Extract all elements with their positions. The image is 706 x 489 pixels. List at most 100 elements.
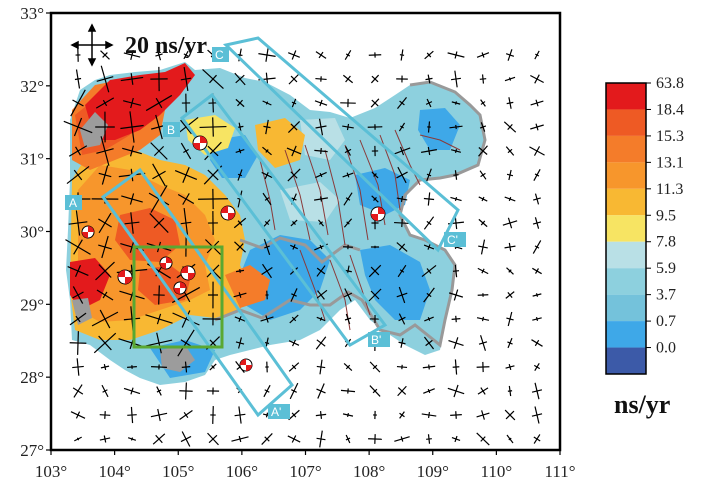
- colorbar-label: 0.7: [656, 313, 676, 330]
- strain-cross: [260, 315, 274, 323]
- strain-cross: [233, 292, 247, 298]
- strain-cross: [145, 94, 173, 112]
- strain-cross: [314, 99, 328, 107]
- strain-cross: [505, 291, 515, 299]
- strain-cross: [151, 364, 167, 370]
- strain-cross: [316, 265, 326, 277]
- strain-cross: [532, 217, 542, 229]
- beachball: [173, 281, 187, 295]
- beachball: [239, 358, 253, 372]
- strain-cross: [504, 76, 516, 82]
- strain-cross: [532, 317, 542, 321]
- colorbar-label: 13.1: [656, 154, 684, 171]
- max-strain-zone: [85, 63, 195, 140]
- strain-cross: [96, 136, 114, 166]
- beachball: [81, 225, 95, 239]
- strain-cross: [451, 315, 461, 323]
- strain-cross: [505, 146, 515, 156]
- strain-cross: [315, 411, 327, 419]
- strain-cross: [98, 165, 112, 185]
- strain-cross: [291, 98, 297, 108]
- no-data-area: [80, 112, 108, 148]
- strain-cross: [258, 48, 276, 62]
- strain-cross: [503, 121, 517, 133]
- strain-cross: [98, 212, 112, 234]
- strain-cross: [343, 218, 353, 228]
- strain-cross: [124, 212, 140, 234]
- strain-cross: [98, 235, 112, 259]
- strain-cross: [316, 359, 326, 375]
- strain-cross: [343, 244, 353, 250]
- strain-cross: [202, 68, 224, 90]
- colorbar-swatch: [606, 188, 646, 216]
- strain-cross: [476, 432, 490, 446]
- profile-c-box: [222, 36, 460, 253]
- strain-cross: [290, 219, 298, 227]
- strain-cross: [289, 314, 299, 324]
- strain-cross: [127, 406, 137, 424]
- profile-b-start-label: B: [167, 123, 175, 137]
- strain-cross: [370, 74, 380, 84]
- strain-cross: [505, 363, 515, 371]
- strain-cross: [316, 316, 326, 322]
- colorbar-label: 7.8: [656, 234, 676, 251]
- strain-cross: [234, 72, 246, 86]
- strain-cross: [263, 384, 271, 398]
- strain-cross: [265, 361, 269, 373]
- beachball: [220, 205, 236, 221]
- strain-cross: [478, 145, 488, 157]
- strain-cross: [529, 146, 545, 156]
- strain-cross: [204, 141, 222, 161]
- strain-cross: [121, 193, 143, 205]
- strain-cross: [343, 363, 353, 371]
- strain-cross: [120, 111, 144, 143]
- strain-cross: [95, 111, 115, 143]
- strain-cross: [234, 241, 246, 253]
- strain-cross: [530, 99, 544, 107]
- strain-cross: [423, 216, 435, 230]
- strain-cross: [394, 218, 410, 228]
- strain-cross: [368, 434, 382, 444]
- strain-cross: [344, 50, 352, 60]
- longitude-tick-label: 109°: [417, 462, 449, 481]
- profile-c-end-label: C': [447, 233, 458, 247]
- strain-cross: [477, 387, 489, 395]
- strain-cross: [394, 436, 410, 442]
- strain-cross: [342, 172, 354, 178]
- longitude-tick-label: 103°: [35, 462, 67, 481]
- strain-cross: [100, 50, 110, 60]
- strain-cross: [451, 101, 461, 105]
- beachball: [180, 265, 196, 281]
- strain-cross: [150, 142, 168, 160]
- colorbar-label: 3.7: [656, 287, 676, 304]
- strain-cross: [423, 244, 435, 250]
- strain-cross: [396, 364, 408, 370]
- strain-cross: [152, 163, 166, 187]
- strain-cross: [180, 66, 192, 92]
- strain-cross: [532, 293, 542, 297]
- strain-cross: [99, 411, 111, 419]
- strain-cross: [396, 196, 408, 202]
- profile-b-box: [179, 92, 388, 347]
- strain-cross: [235, 98, 245, 108]
- strain-cross: [533, 363, 541, 371]
- colorbar-label: 63.8: [656, 75, 684, 92]
- strain-cross: [531, 382, 543, 400]
- strain-cross: [476, 361, 490, 373]
- latitude-tick-label: 29°: [20, 295, 44, 314]
- strain-cross: [70, 411, 86, 419]
- strain-cross: [231, 435, 249, 443]
- strain-cross: [156, 386, 162, 396]
- strain-cross: [286, 145, 302, 157]
- strain-cross: [68, 145, 88, 157]
- strain-cross: [288, 362, 300, 372]
- strain-cross: [421, 411, 437, 419]
- strain-cross: [287, 120, 301, 134]
- strain-cross: [507, 337, 513, 349]
- strain-cross: [532, 267, 542, 275]
- latitude-tick-label: 31°: [20, 150, 44, 169]
- strain-cross: [314, 148, 328, 154]
- strain-cross: [288, 73, 300, 85]
- strain-cross: [74, 69, 82, 89]
- strain-cross: [315, 51, 327, 59]
